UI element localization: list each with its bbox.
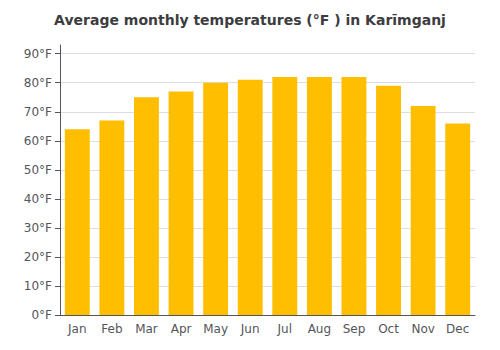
- svg-text:May: May: [203, 322, 228, 336]
- svg-text:Average monthly temperatures (: Average monthly temperatures (°F ) in Ka…: [54, 12, 446, 28]
- svg-text:70°F: 70°F: [24, 105, 52, 119]
- svg-text:80°F: 80°F: [24, 76, 52, 90]
- svg-text:Nov: Nov: [411, 322, 434, 336]
- svg-text:Sep: Sep: [343, 322, 366, 336]
- svg-text:Mar: Mar: [135, 322, 158, 336]
- svg-text:Oct: Oct: [378, 322, 399, 336]
- svg-text:40°F: 40°F: [24, 192, 52, 206]
- svg-text:50°F: 50°F: [24, 163, 52, 177]
- svg-text:Feb: Feb: [101, 322, 122, 336]
- svg-text:60°F: 60°F: [24, 134, 52, 148]
- svg-text:20°F: 20°F: [24, 250, 52, 264]
- svg-text:10°F: 10°F: [24, 279, 52, 293]
- svg-text:Dec: Dec: [446, 322, 469, 336]
- svg-text:0°F: 0°F: [31, 308, 52, 322]
- svg-text:Jul: Jul: [277, 322, 292, 336]
- svg-text:Jan: Jan: [67, 322, 87, 336]
- svg-text:Aug: Aug: [308, 322, 331, 336]
- svg-text:Jun: Jun: [240, 322, 260, 336]
- svg-text:90°F: 90°F: [24, 47, 52, 61]
- svg-text:Apr: Apr: [171, 322, 192, 336]
- svg-text:30°F: 30°F: [24, 221, 52, 235]
